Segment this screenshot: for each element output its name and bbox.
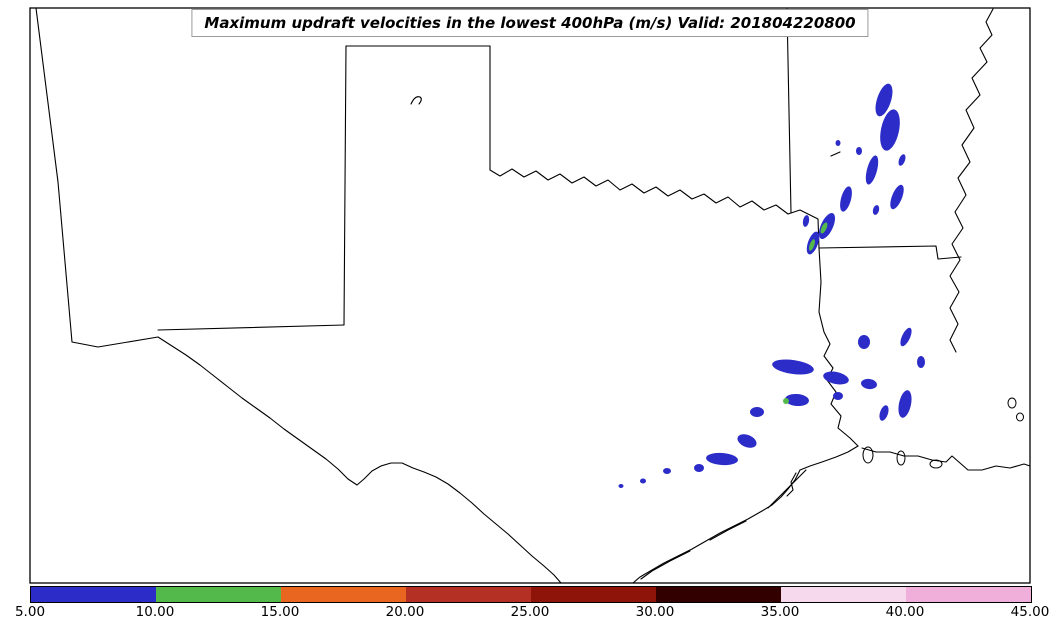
updraft-cell-5-10	[856, 147, 862, 155]
lake-outline	[1007, 397, 1017, 409]
colorbar	[30, 586, 1032, 603]
state-border-path	[410, 96, 422, 105]
lake-outline	[896, 450, 906, 466]
colorbar-tick-label: 20.00	[385, 604, 425, 620]
state-border-path	[818, 247, 859, 447]
state-border-path	[949, 8, 994, 353]
colorbar-segment-10-15	[156, 587, 281, 602]
updraft-cell-5-10	[898, 390, 912, 418]
chart-title: Maximum updraft velocities in the lowest…	[191, 9, 869, 37]
updraft-cell-10-15	[809, 239, 815, 251]
colorbar-tick-label: 40.00	[885, 604, 925, 620]
updraft-cell-5-10	[706, 452, 738, 466]
updraft-cell-5-10	[694, 464, 704, 472]
updraft-cell-5-10	[823, 371, 849, 385]
updraft-cell-5-10	[772, 359, 814, 375]
colorbar-segment-30-35	[656, 587, 781, 602]
updraft-cell-5-10	[840, 186, 852, 212]
updraft-cell-10-15	[783, 398, 789, 404]
updraft-cell-5-10	[835, 140, 841, 146]
colorbar-tick-label: 45.00	[1010, 604, 1050, 620]
colorbar-tick-label: 5.00	[14, 604, 46, 620]
updraft-cell-5-10	[802, 215, 810, 227]
state-border-path	[157, 324, 345, 331]
updraft-cell-5-10	[879, 405, 889, 421]
colorbar-tick-label: 15.00	[260, 604, 300, 620]
colorbar-segment-35-40	[781, 587, 906, 602]
state-border-path	[830, 151, 841, 157]
updraft-cell-5-10	[861, 378, 877, 390]
colorbar-tick-label: 10.00	[135, 604, 175, 620]
lake-outline	[862, 446, 874, 464]
updraft-cell-5-10	[785, 393, 809, 407]
updraft-cell-5-10	[858, 335, 870, 349]
colorbar-tick-label: 30.00	[635, 604, 675, 620]
colorbar-segment-25-30	[531, 587, 656, 602]
colorbar-tick-label: 35.00	[760, 604, 800, 620]
state-border-path	[818, 245, 962, 260]
updraft-cell-5-10	[865, 155, 879, 185]
colorbar-segment-5-10	[31, 587, 156, 602]
updraft-cell-5-10	[917, 356, 925, 368]
state-border-path	[489, 168, 813, 217]
state-border-path	[786, 8, 792, 214]
updraft-cell-5-10	[737, 434, 757, 448]
state-border-path	[35, 7, 159, 348]
lake-outline	[929, 459, 943, 469]
state-border-path	[861, 447, 1031, 471]
colorbar-segment-15-20	[281, 587, 406, 602]
updraft-cell-10-15	[820, 222, 828, 234]
updraft-cell-5-10	[880, 109, 900, 151]
updraft-cell-5-10	[875, 83, 893, 117]
updraft-cell-5-10	[890, 184, 904, 210]
updraft-cell-5-10	[640, 478, 646, 484]
colorbar-segment-20-25	[406, 587, 531, 602]
map-frame	[29, 7, 1031, 584]
updraft-cell-5-10	[833, 392, 843, 400]
state-border-path	[786, 472, 797, 497]
updraft-cell-5-10	[618, 484, 624, 488]
colorbar-segment-40-45	[906, 587, 1031, 602]
updraft-cell-5-10	[750, 407, 764, 417]
state-border-path	[640, 469, 807, 580]
updraft-cell-5-10	[900, 327, 912, 347]
colorbar-tick-label: 25.00	[510, 604, 550, 620]
state-border-path	[343, 45, 347, 326]
updraft-cell-5-10	[898, 154, 906, 166]
updraft-cell-5-10	[872, 205, 880, 215]
lake-outline	[1016, 412, 1024, 422]
state-border-path	[632, 445, 859, 584]
state-border-path	[157, 336, 562, 584]
updraft-cell-5-10	[663, 468, 671, 474]
